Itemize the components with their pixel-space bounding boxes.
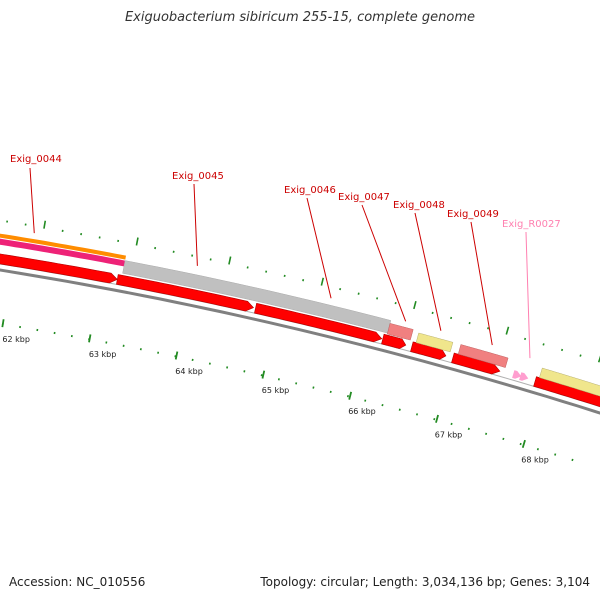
scale-tick-minor <box>381 403 384 407</box>
scale-tick-upper <box>524 337 527 341</box>
misc-feature-box <box>415 332 454 353</box>
scale-tick-major <box>348 391 353 400</box>
scale-tick-upper <box>450 316 453 320</box>
scale-tick-upper <box>320 277 325 286</box>
gene-label: Exig_0049 <box>447 209 499 220</box>
map-title: Exiguobacterium sibiricum 255-15, comple… <box>124 10 476 25</box>
rrna-arrow <box>512 370 522 379</box>
scale-tick-upper <box>560 348 564 352</box>
scale-tick-minor <box>450 422 453 426</box>
scale-tick-label: 65 kbp <box>262 386 290 395</box>
scale-tick-label: 67 kbp <box>435 430 463 439</box>
scale-tick-major <box>1 319 5 328</box>
scale-tick-minor <box>571 458 574 462</box>
misc-feature-box <box>539 367 600 397</box>
scale-tick-minor <box>485 432 488 436</box>
scale-tick-upper <box>487 327 490 330</box>
scale-tick-label: 62 kbp <box>2 335 30 344</box>
cds-arrow <box>116 274 255 312</box>
cds-pale-box <box>387 323 414 341</box>
gene-label: Exig_0046 <box>284 185 336 196</box>
gene-leader-line <box>414 212 442 331</box>
grey-track <box>122 260 392 334</box>
scale-tick-label: 63 kbp <box>89 350 117 359</box>
scale-tick-upper <box>135 237 139 246</box>
scale-tick-major <box>88 334 92 343</box>
scale-tick-minor <box>415 413 419 416</box>
genome-summary-text: Topology: circular; Length: 3,034,136 bp… <box>260 575 590 589</box>
pink-track <box>0 238 126 267</box>
cds-pale-box <box>457 344 509 368</box>
scale-tick-label: 68 kbp <box>521 455 549 464</box>
rrna-arrow <box>519 372 529 381</box>
scale-tick-upper <box>505 326 510 335</box>
scale-tick-upper <box>579 354 582 357</box>
scale-tick-minor <box>467 427 470 431</box>
scale-tick-major <box>521 439 526 449</box>
gene-leader-line <box>361 204 407 322</box>
scale-tick-major <box>435 414 439 423</box>
gene-leader-line <box>29 167 35 234</box>
scale-tick-minor <box>398 408 401 411</box>
scale-tick-minor <box>433 417 436 421</box>
cds-arrow <box>254 302 383 343</box>
scale-tick-upper <box>413 301 417 310</box>
backbone-line <box>0 268 600 415</box>
scale-tick-upper <box>542 343 545 346</box>
gene-label: Exig_0048 <box>393 200 445 211</box>
scale-tick-upper <box>431 311 434 315</box>
accession-text: Accession: NC_010556 <box>9 575 146 589</box>
gene-leader-line <box>470 221 493 346</box>
scale-tick-minor <box>502 437 505 441</box>
scale-tick-major <box>174 351 179 360</box>
gene-label: Exig_0044 <box>10 154 62 165</box>
scale-tick-label: 66 kbp <box>348 407 376 416</box>
gene-leader-line <box>525 231 531 359</box>
gene-leader-line <box>306 197 332 299</box>
scale-tick-upper <box>468 321 471 325</box>
gene-label: Exig_0045 <box>172 171 224 182</box>
scale-tick-minor <box>554 453 557 456</box>
scale-tick-major <box>261 370 266 379</box>
scale-tick-upper <box>394 301 397 305</box>
gene-leader-line <box>193 183 198 266</box>
gene-label: Exig_0047 <box>338 192 390 203</box>
scale-tick-upper <box>228 256 232 265</box>
cds-arrow <box>0 253 118 284</box>
orange-track <box>0 233 126 260</box>
gene-label: Exig_R0027 <box>502 219 561 230</box>
scale-tick-minor <box>536 448 539 451</box>
scale-tick-minor <box>364 399 367 402</box>
scale-tick-upper <box>43 220 47 229</box>
scale-tick-label: 64 kbp <box>175 367 203 376</box>
cds-arrow <box>381 333 407 349</box>
scale-tick-minor <box>519 442 522 446</box>
